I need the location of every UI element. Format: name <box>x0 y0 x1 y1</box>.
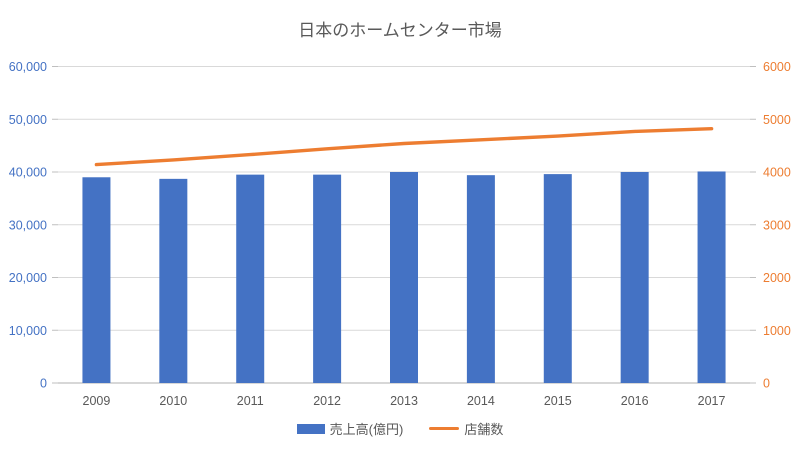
x-axis-label-2013: 2013 <box>390 394 418 408</box>
x-axis-label-2011: 2011 <box>237 394 264 408</box>
x-axis-label-2012: 2012 <box>313 394 341 408</box>
left-axis-tick-label: 40,000 <box>9 166 47 180</box>
legend-label-sales: 売上高(億円) <box>329 422 404 437</box>
legend-line-swatch <box>429 426 460 431</box>
bar-2011 <box>236 174 265 383</box>
legend-item-sales: 売上高(億円) <box>296 419 404 438</box>
bar-2016 <box>620 172 649 383</box>
line-series-group <box>94 126 714 167</box>
legend-item-stores: 店舗数 <box>429 419 503 438</box>
x-axis-label-2010: 2010 <box>159 394 187 408</box>
left-axis-tick-label: 10,000 <box>9 324 47 338</box>
right-axis-tick-label: 0 <box>763 377 770 391</box>
axis-labels-group: 0 0 10,000 1000 20,000 2000 30,000 3000 40,000 40… <box>9 60 791 408</box>
bar-2009 <box>82 177 111 383</box>
bar-series-group <box>82 171 726 383</box>
right-axis-tick-label: 6000 <box>763 60 791 74</box>
bar-2015 <box>543 174 572 383</box>
right-axis-tick-label: 4000 <box>763 166 791 180</box>
x-axis-label-2015: 2015 <box>544 394 572 408</box>
bar-2014 <box>466 175 495 383</box>
bar-2012 <box>313 174 342 383</box>
left-axis-tick-label: 20,000 <box>9 271 47 285</box>
x-axis-label-2014: 2014 <box>467 394 495 408</box>
right-axis-tick-label: 5000 <box>763 113 791 127</box>
legend-label-stores: 店舗数 <box>464 422 504 437</box>
legend-bar-swatch <box>296 423 325 434</box>
right-axis-tick-label: 1000 <box>763 324 791 338</box>
right-axis-tick-label: 3000 <box>763 218 791 232</box>
bar-2010 <box>159 178 188 383</box>
x-axis-label-2009: 2009 <box>83 394 111 408</box>
left-axis-tick-label: 60,000 <box>9 60 47 74</box>
x-axis-label-2017: 2017 <box>698 394 726 408</box>
bar-2017 <box>697 171 726 383</box>
right-axis-tick-label: 2000 <box>763 271 791 285</box>
left-axis-tick-label: 30,000 <box>9 218 47 232</box>
bar-2013 <box>390 172 418 383</box>
chart-legend: 売上高(億円) 店舗数 <box>0 419 800 438</box>
left-axis-tick-label: 50,000 <box>9 113 47 127</box>
left-axis-tick-label: 0 <box>40 377 47 391</box>
x-axis-label-2016: 2016 <box>621 394 649 408</box>
stores-line <box>94 126 714 167</box>
chart-title: 日本のホームセンター市場 <box>298 21 502 40</box>
